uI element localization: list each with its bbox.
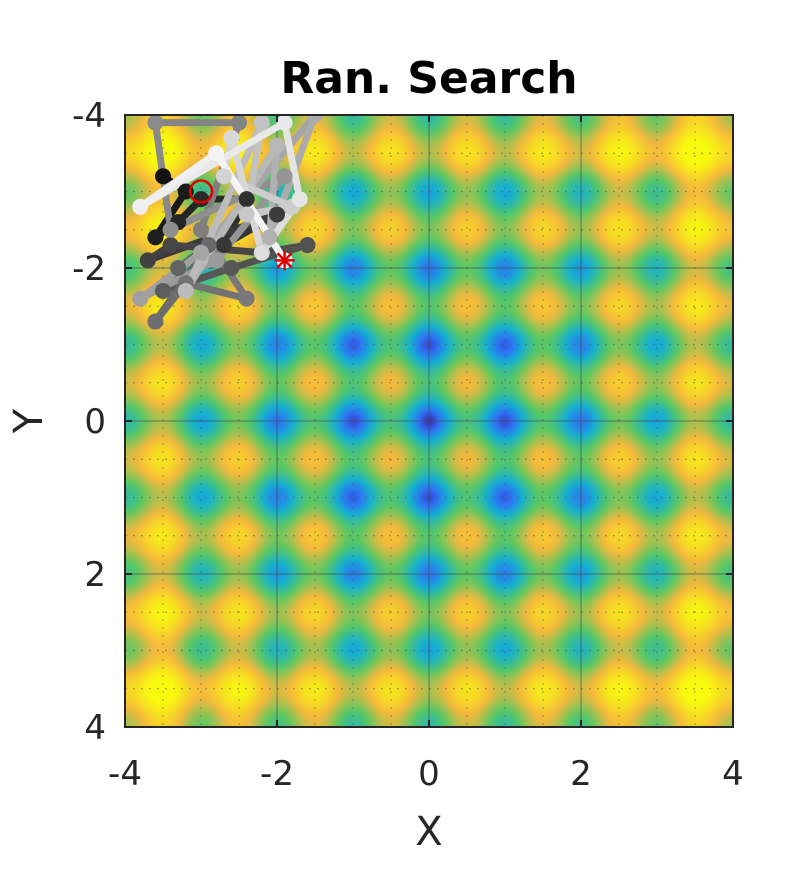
search-path-point [215,168,232,185]
search-path-point [147,313,164,330]
x-tick-label: 0 [418,754,440,794]
y-tick-label: -4 [72,96,106,136]
search-path-point [238,206,255,223]
x-axis-ticks: -4 -2 0 2 4 [108,115,744,794]
search-path-segment [182,119,266,295]
search-path-segment [136,249,205,303]
search-path-point [253,115,270,131]
search-path-segment [281,119,304,203]
search-path-point [215,237,232,254]
x-tick-label: -2 [260,754,294,794]
search-path-point [155,168,171,185]
search-path-point [261,229,278,246]
search-path-point [208,145,225,162]
search-path-point [177,282,194,299]
search-path-point [269,206,285,223]
search-path-point [193,221,209,238]
y-tick-label: -2 [72,249,106,289]
search-path-point [253,244,270,261]
x-tick-label: 2 [570,754,592,794]
search-path-segment [182,279,251,303]
y-axis-ticks: -4 -2 0 2 4 [72,96,733,748]
search-path-point [162,237,179,254]
search-path-point [193,191,209,208]
search-path-point [155,282,171,299]
search-path-point [276,168,293,185]
search-path-point [299,237,316,254]
best-marker [274,250,295,271]
search-path-point [162,221,179,238]
search-path-point [269,137,285,154]
y-tick-label: 2 [84,555,106,595]
x-tick-label: 4 [722,754,744,794]
search-path-point [291,191,308,208]
search-path-point [307,115,323,123]
search-path-point [231,115,247,131]
best-marker-stroke [276,252,293,269]
search-path-point [193,244,209,261]
search-path-segment [197,115,319,257]
search-path-point [223,260,240,276]
search-path-point [132,198,149,215]
search-path-point [147,229,164,246]
search-path [132,115,323,330]
search-path-point [170,260,187,276]
y-axis-label: Y [6,408,52,434]
search-path-point [139,252,156,269]
search-path-point [223,129,240,146]
search-path-point [238,290,255,307]
search-path-segment [159,264,235,295]
search-path-point [132,290,149,307]
search-path-point [208,252,225,269]
search-path-point [147,115,164,131]
search-path-point [276,115,293,131]
y-tick-label: 0 [84,402,106,442]
start-marker [188,179,214,204]
markers [188,179,295,271]
chart-title: Ran. Search [280,53,577,104]
y-tick-label: 4 [84,708,106,748]
search-path-segment [265,142,281,241]
search-path-segment [227,241,311,272]
x-tick-label: -4 [108,754,142,794]
search-path-segment [182,142,281,295]
x-axis-label: X [415,809,442,855]
search-path-point [238,191,255,208]
search-path-segment [136,149,220,211]
